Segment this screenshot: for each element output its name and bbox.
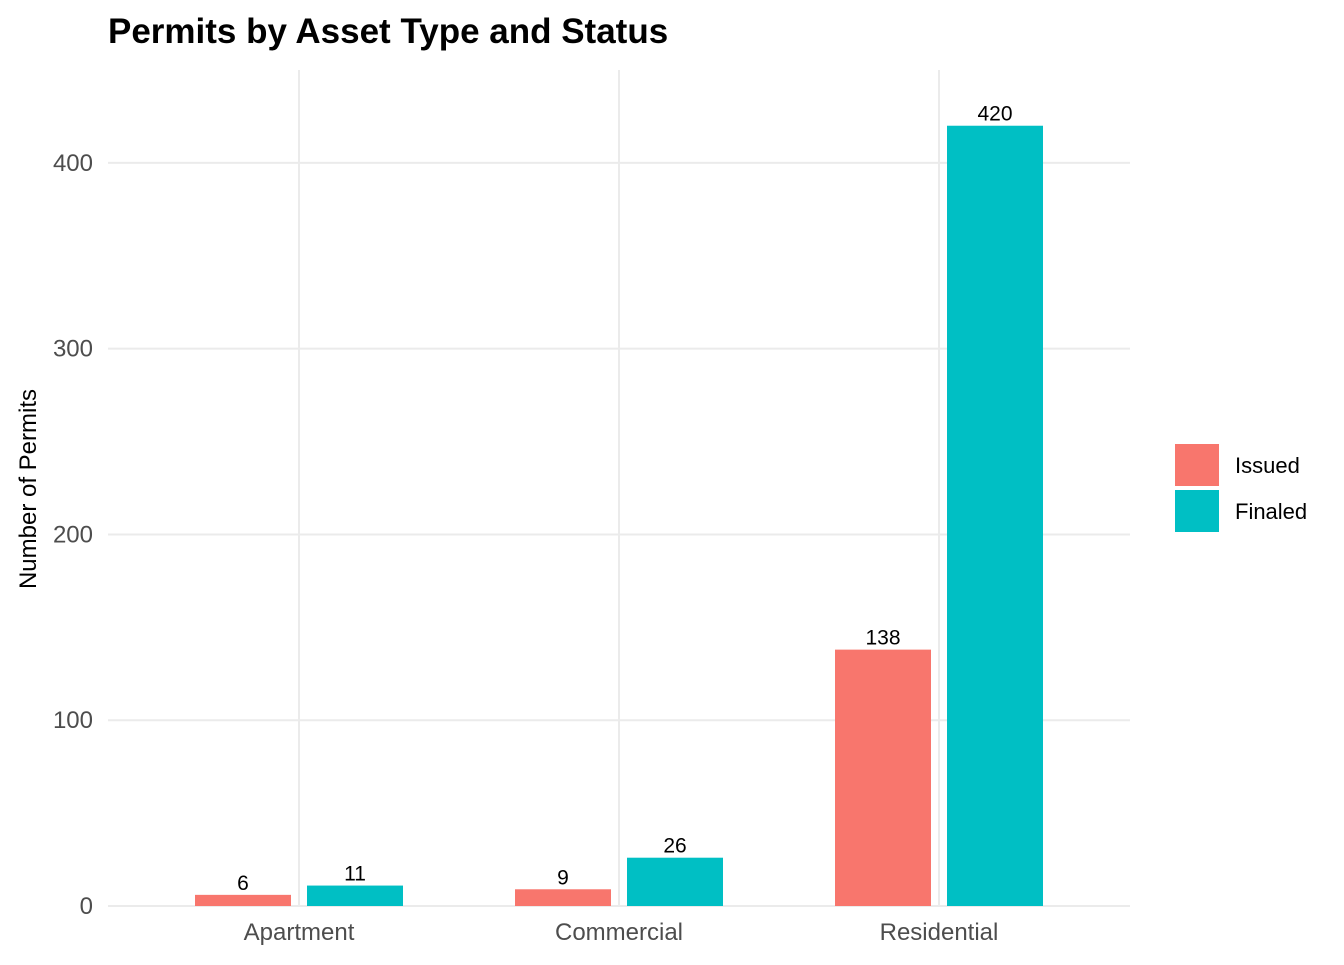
data-label-issued-commercial: 9 (557, 866, 569, 889)
y-tick-label-400: 400 (53, 150, 93, 177)
legend-label-finaled: Finaled (1235, 499, 1307, 524)
y-tick-label-200: 200 (53, 521, 93, 548)
bars-layer (195, 125, 1043, 906)
data-labels-layer: 6 9 138 11 26 420 (237, 103, 1012, 895)
grid-layer (108, 70, 1130, 907)
y-axis: 0 100 200 300 400 (53, 150, 93, 920)
chart-title: Permits by Asset Type and Status (108, 12, 668, 51)
y-tick-label-100: 100 (53, 707, 93, 734)
legend-label-issued: Issued (1235, 453, 1300, 478)
data-label-issued-apartment: 6 (237, 872, 249, 895)
bar-finaled-commercial (627, 857, 723, 906)
y-tick-label-0: 0 (80, 893, 93, 920)
x-tick-label-commercial: Commercial (555, 919, 683, 946)
bar-finaled-residential (947, 125, 1043, 906)
data-label-finaled-residential: 420 (977, 103, 1012, 126)
bar-issued-commercial (515, 889, 611, 906)
x-tick-label-apartment: Apartment (244, 919, 355, 946)
legend-key-issued (1175, 444, 1219, 486)
legend-key-finaled (1175, 490, 1219, 532)
data-label-finaled-apartment: 11 (344, 863, 366, 886)
x-axis: Apartment Commercial Residential (244, 919, 999, 946)
data-label-finaled-commercial: 26 (663, 835, 686, 858)
bar-issued-residential (835, 649, 931, 906)
y-tick-label-300: 300 (53, 336, 93, 363)
legend: Issued Finaled (1175, 444, 1307, 532)
x-tick-label-residential: Residential (880, 919, 999, 946)
bar-finaled-apartment (307, 885, 403, 906)
y-axis-title: Number of Permits (15, 389, 42, 589)
bar-issued-apartment (195, 894, 291, 906)
data-label-issued-residential: 138 (865, 627, 900, 650)
